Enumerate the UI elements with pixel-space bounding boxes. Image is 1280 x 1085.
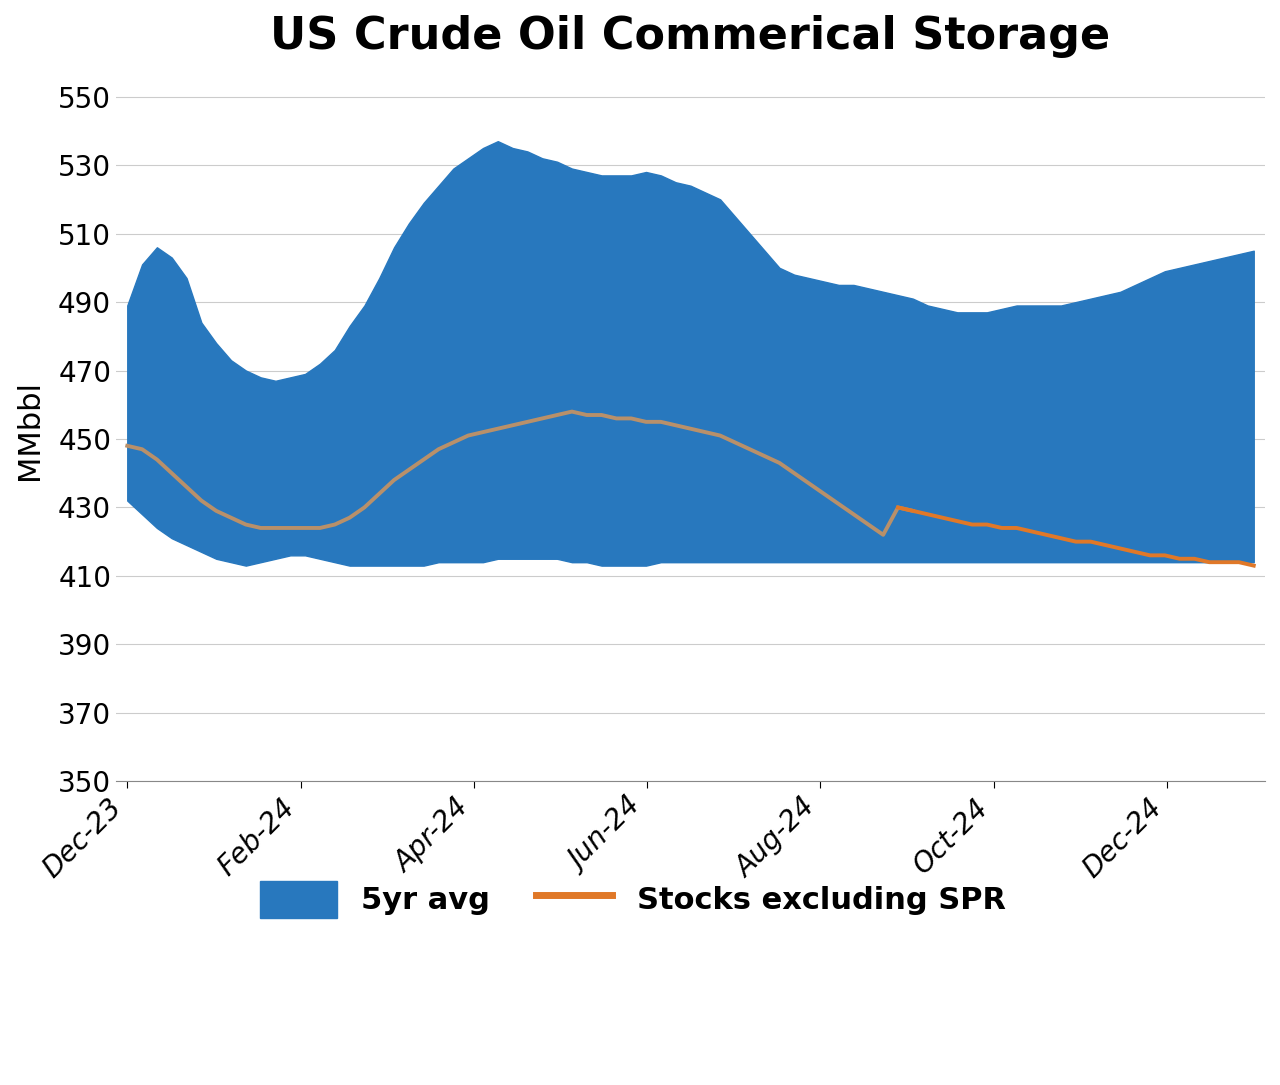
Y-axis label: MMbbl: MMbbl [15, 381, 44, 481]
Title: US Crude Oil Commerical Storage: US Crude Oil Commerical Storage [270, 15, 1111, 58]
Legend: 5yr avg, Stocks excluding SPR: 5yr avg, Stocks excluding SPR [230, 850, 1037, 948]
